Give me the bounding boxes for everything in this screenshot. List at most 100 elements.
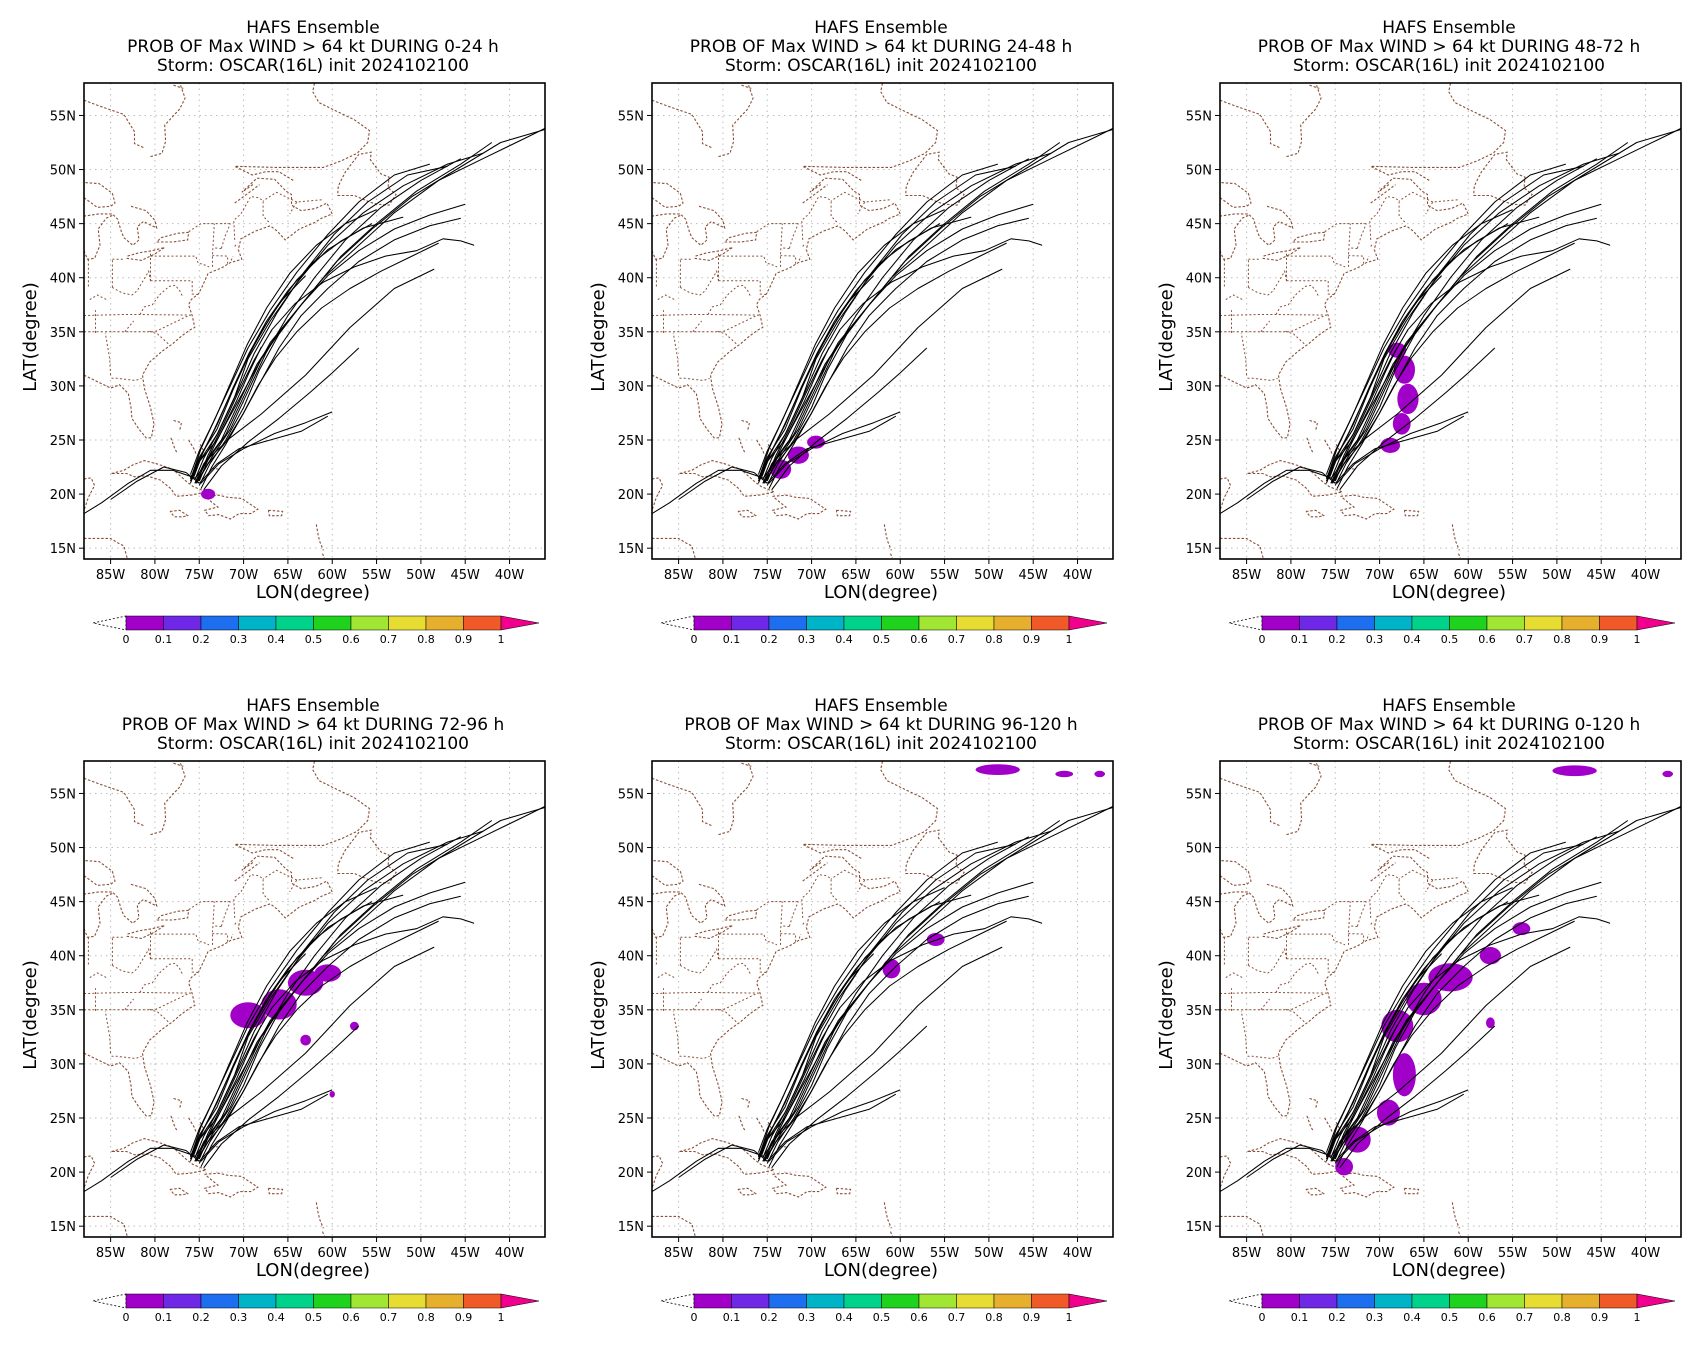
- panel-3-colorbar-label-3: 0.3: [1366, 633, 1384, 646]
- panel-6-colorbar-label-8: 0.8: [1553, 1311, 1571, 1324]
- panel-5-title: HAFS Ensemble: [814, 696, 947, 716]
- panel-6-track-9: [1332, 895, 1597, 1162]
- panel-2-plot-background: [652, 83, 1113, 559]
- panel-1-coastline-19: [126, 246, 166, 261]
- panel-5-border-4: [718, 933, 778, 946]
- panel-2-coastline-23: [741, 84, 752, 89]
- panel-4-ytick-label-3: 30N: [50, 1058, 76, 1073]
- panel-1-coastline-1: [234, 83, 371, 181]
- panel-1-track-12: [197, 238, 475, 482]
- panel-5-track-18: [768, 1089, 901, 1162]
- panel-5-track-15: [757, 953, 874, 1160]
- panel-3-coastline-1: [1370, 83, 1507, 181]
- panel-1-colorbar-swatch-5: [313, 615, 352, 631]
- panel-1-colorbar-swatch-7: [388, 615, 427, 631]
- panel-5-border-20: [857, 877, 890, 893]
- panel-2-border-19: [715, 330, 737, 345]
- panel-2-xtick-label-4: 65W: [841, 568, 871, 583]
- panel-4-colorbar-swatch-2: [200, 1293, 239, 1309]
- panel-1-colorbar-label-2: 0.2: [192, 633, 210, 646]
- panel-6-track-13: [1336, 920, 1575, 1167]
- panel-5-track-20: [762, 946, 1003, 1158]
- panel-3-ytick-label-2: 25N: [1186, 434, 1212, 449]
- panel-2-colorbar-swatch-3: [806, 615, 845, 631]
- panel-4-coastline-10: [173, 1097, 183, 1109]
- panel-2-subtitle: PROB OF Max WIND > 64 kt DURING 24-48 h: [690, 37, 1072, 57]
- panel-5-border-0: [652, 993, 757, 1011]
- panel-1-ylabel: LAT(degree): [20, 282, 41, 391]
- panel-3-border-19: [1283, 330, 1305, 345]
- panel-5-coastline-6: [835, 1187, 852, 1195]
- panel-5-colorbar-swatch-4: [843, 1293, 882, 1309]
- panel-6-prob-area-2: [1376, 1099, 1400, 1126]
- panel-1-border-19: [147, 330, 169, 345]
- panel-2-border-6: [680, 269, 719, 296]
- panel-4-track-6: [194, 843, 448, 1159]
- panel-4-ytick-label-7: 50N: [50, 842, 76, 857]
- panel-1-ytick-label-3: 30N: [50, 380, 76, 395]
- panel-4-colorbar-under-arrow: [92, 1293, 127, 1309]
- panel-4-xtick-label-8: 45W: [451, 1246, 481, 1261]
- panel-2-colorbar-label-0: 0: [691, 633, 698, 646]
- panel-1-coastline-22: [84, 99, 145, 149]
- panel-3-colorbar-label-7: 0.7: [1516, 633, 1534, 646]
- panel-2-ytick-label-2: 25N: [618, 434, 644, 449]
- panel-6-prob-area-7: [1479, 947, 1501, 965]
- panel-5-track-19: [766, 1093, 897, 1162]
- panel-3-border-16: [1240, 332, 1248, 376]
- panel-2-coastline-4: [771, 494, 827, 520]
- panel-3-xtick-label-4: 65W: [1409, 568, 1439, 583]
- panel-4-coastline-22: [84, 777, 145, 827]
- panel-2-border-20: [857, 199, 890, 215]
- panel-6-colorbar-swatch-9: [1599, 1293, 1638, 1309]
- panel-1-ytick-label-4: 35N: [50, 326, 76, 341]
- panel-3-border-4: [1286, 255, 1346, 268]
- panel-1-xtick-label-0: 85W: [96, 568, 126, 583]
- panel-1-coastline-3: [111, 460, 209, 497]
- panel-1-colorbar-swatch-4: [275, 615, 314, 631]
- panel-2-colorbar-swatch-6: [918, 615, 957, 631]
- panel-5-colorbar-label-4: 0.4: [835, 1311, 853, 1324]
- panel-6-coastline-10: [1309, 1097, 1319, 1109]
- panel-4-coastline-2: [337, 829, 397, 884]
- panel-2-border-25: [656, 294, 675, 301]
- panel-4-border-8: [212, 933, 229, 942]
- panel-3-xtick-label-1: 80W: [1276, 568, 1306, 583]
- panel-3-colorbar-swatch-7: [1524, 615, 1563, 631]
- panel-4-colorbar-label-9: 0.9: [455, 1311, 473, 1324]
- panel-4-track-18: [200, 1089, 333, 1162]
- panel-3-plot-area: [1220, 83, 1681, 559]
- panel-6-xtick-label-7: 50W: [1542, 1246, 1572, 1261]
- panel-5-colorbar-swatch-3: [806, 1293, 845, 1309]
- panel-4-border-21: [262, 869, 298, 881]
- panel-4-coastline-18: [156, 909, 190, 921]
- panel-1-plot-background: [84, 83, 545, 559]
- panel-1-track-20: [194, 268, 435, 480]
- panel-4-border-2: [139, 962, 183, 993]
- panel-6-coastline-19: [1262, 924, 1302, 939]
- panel-4-colorbar-swatch-6: [350, 1293, 389, 1309]
- panel-1-plot-area: [84, 83, 545, 559]
- panel-1-coastline-12: [199, 444, 205, 452]
- panel-1-track-19: [198, 415, 329, 484]
- panel-5-xtick-label-7: 50W: [974, 1246, 1004, 1261]
- panel-2-coastline-17: [652, 214, 682, 260]
- panel-2-border-1: [652, 314, 760, 317]
- panel-2-colorbar-swatch-8: [993, 615, 1032, 631]
- panel-2-colorbar-over-arrow: [1068, 615, 1108, 631]
- panel-4-title: HAFS Ensemble: [246, 696, 379, 716]
- panel-3-colorbar-swatch-6: [1486, 615, 1525, 631]
- panel-5-coastline-2: [905, 829, 965, 884]
- panel-1-ytick-label-1: 20N: [50, 488, 76, 503]
- panel-6-colorbar-label-10: 1: [1634, 1311, 1641, 1324]
- panel-6-track-11: [1327, 887, 1513, 1153]
- panel-6-coastline-6: [1403, 1187, 1420, 1195]
- panel-1-colorbar-swatch-9: [463, 615, 502, 631]
- panel-3-plot-background: [1220, 83, 1681, 559]
- panel-6-track-19: [1334, 1093, 1465, 1162]
- panel-1-ytick-label-2: 25N: [50, 434, 76, 449]
- panel-2-coastline-5: [737, 509, 758, 518]
- panel-3-xtick-label-8: 45W: [1587, 568, 1617, 583]
- panel-3-track-19: [1334, 415, 1465, 484]
- panel-5-coastline-5: [737, 1187, 758, 1196]
